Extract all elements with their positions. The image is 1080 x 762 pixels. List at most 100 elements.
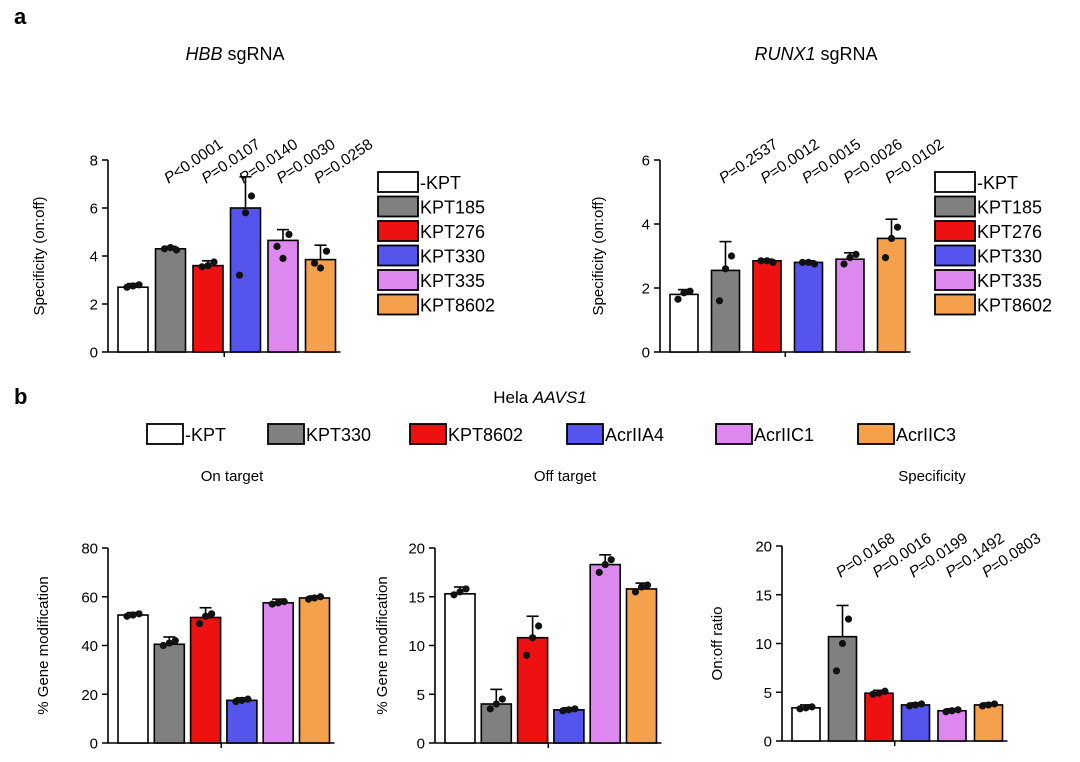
legend-b-swatch bbox=[409, 423, 447, 445]
chart-title-italic: RUNX1 bbox=[754, 44, 815, 64]
bar-kpt bbox=[117, 614, 149, 744]
legend-b-swatch bbox=[146, 423, 184, 445]
data-point bbox=[529, 634, 537, 642]
bar-kpt8602 bbox=[189, 616, 222, 744]
data-point bbox=[135, 610, 143, 618]
bar-kpt8602 bbox=[304, 258, 337, 353]
data-point bbox=[840, 260, 848, 268]
legend-swatch bbox=[934, 269, 976, 291]
legend-label: KPT330 bbox=[977, 247, 1042, 267]
data-point bbox=[450, 591, 458, 599]
bar-kpt330 bbox=[827, 635, 858, 742]
chart-title-plain: Off target bbox=[534, 468, 597, 485]
legend-b-label: -KPT bbox=[185, 425, 226, 445]
legend-swatch bbox=[377, 220, 419, 242]
chart-title-plain: On target bbox=[201, 468, 264, 485]
legend-swatch bbox=[934, 195, 976, 218]
bar-kpt185 bbox=[154, 248, 187, 353]
data-point bbox=[674, 295, 682, 303]
data-point bbox=[123, 283, 131, 291]
legend-swatch bbox=[377, 171, 419, 193]
data-point bbox=[832, 667, 841, 675]
chart-title: HBB sgRNA bbox=[185, 44, 284, 64]
data-point bbox=[595, 568, 603, 576]
chart-off-target: Off target 0 5 10 15 20 % Gene modification bbox=[374, 468, 662, 753]
bar-kpt8602 bbox=[864, 692, 894, 742]
data-point bbox=[990, 700, 999, 708]
bar-acriic1 bbox=[262, 602, 295, 744]
legend-label: -KPT bbox=[977, 173, 1018, 193]
data-point bbox=[917, 700, 926, 708]
data-point bbox=[322, 247, 331, 255]
legend-swatch bbox=[934, 244, 976, 267]
legend-b: -KPT KPT330 KPT8602 AcrIIA4 AcrIIC1 AcrIIC3 bbox=[146, 423, 956, 445]
y-tick-label: 2 bbox=[642, 281, 650, 298]
legend-swatch bbox=[934, 293, 976, 316]
bar-kpt330 bbox=[480, 703, 513, 744]
panel-b-label: b bbox=[14, 384, 27, 409]
data-point bbox=[802, 704, 810, 712]
y-tick-label: 2 bbox=[90, 297, 98, 314]
legend-b-swatch bbox=[566, 423, 604, 445]
data-point bbox=[769, 258, 777, 266]
chart-title-plain: Specificity bbox=[898, 468, 966, 485]
bar-kpt330 bbox=[153, 643, 186, 744]
y-tick-label: 6 bbox=[90, 201, 98, 218]
data-point bbox=[680, 289, 688, 297]
data-point bbox=[942, 708, 950, 716]
y-tick-label: 20 bbox=[81, 687, 98, 704]
bar-acriia4 bbox=[900, 704, 931, 742]
data-point bbox=[135, 281, 143, 289]
data-point bbox=[948, 707, 956, 715]
y-tick-label: 40 bbox=[81, 638, 98, 655]
data-point bbox=[268, 600, 276, 608]
data-point bbox=[881, 254, 890, 262]
legend-label: KPT185 bbox=[977, 198, 1042, 218]
bar-acriic3 bbox=[973, 704, 1004, 742]
data-point bbox=[202, 612, 210, 620]
panel-b-title-italic: AAVS1 bbox=[532, 388, 587, 407]
data-point bbox=[869, 690, 877, 698]
data-point bbox=[686, 287, 694, 295]
y-tick-label: 10 bbox=[755, 636, 772, 653]
data-point bbox=[601, 560, 609, 569]
data-point bbox=[285, 230, 293, 238]
legend-swatch bbox=[377, 293, 419, 316]
y-tick-label: 4 bbox=[642, 217, 650, 234]
panel-a-label: a bbox=[14, 4, 27, 29]
data-point bbox=[637, 583, 646, 591]
data-point bbox=[235, 271, 244, 279]
bar-kpt bbox=[117, 286, 149, 353]
data-point bbox=[808, 703, 816, 711]
y-axis-label: % Gene modification bbox=[35, 576, 52, 714]
legend-swatch bbox=[934, 220, 976, 242]
data-point bbox=[172, 246, 181, 254]
bar-acriic1 bbox=[589, 563, 622, 744]
data-point bbox=[198, 263, 206, 271]
legend-b-swatch bbox=[857, 423, 895, 445]
legend-b-swatch bbox=[267, 423, 305, 445]
data-point bbox=[462, 585, 470, 593]
data-point bbox=[204, 262, 212, 270]
legend-label: KPT335 bbox=[420, 271, 485, 291]
chart-title: Off target bbox=[534, 468, 597, 485]
data-point bbox=[280, 598, 288, 606]
data-point bbox=[196, 619, 204, 628]
data-point bbox=[304, 595, 313, 603]
legend-label: KPT185 bbox=[420, 198, 485, 218]
data-point bbox=[129, 282, 137, 290]
y-tick-label: 0 bbox=[642, 345, 650, 362]
data-point bbox=[165, 639, 173, 647]
legend-swatch bbox=[377, 269, 419, 291]
y-tick-label: 10 bbox=[408, 638, 425, 655]
chart-title-italic: HBB bbox=[185, 44, 222, 64]
legend-b-label: KPT330 bbox=[306, 425, 371, 445]
data-point bbox=[241, 209, 250, 217]
data-point bbox=[905, 702, 914, 710]
data-point bbox=[171, 637, 179, 645]
y-tick-label: 15 bbox=[408, 589, 425, 606]
bar-kpt330 bbox=[229, 207, 262, 353]
y-tick-label: 20 bbox=[408, 541, 425, 558]
